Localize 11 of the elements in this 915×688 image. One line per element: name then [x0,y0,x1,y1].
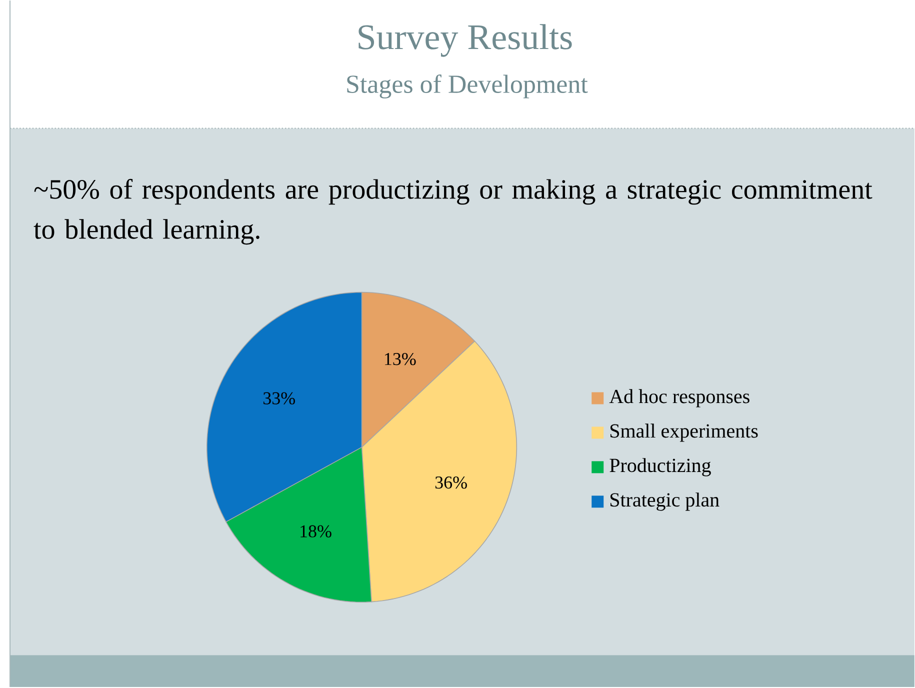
legend-label: Ad hoc responses [609,389,750,408]
data-label: 36% [435,476,467,489]
legend-label: Small experiments [610,424,758,442]
chart-subtitle: Stages of Development [347,74,588,99]
legend-label: Productizing [610,458,711,476]
data-label: 33% [263,392,295,405]
legend-label: Strategic plan [610,492,720,511]
chart-title: Survey Results [358,24,572,58]
data-label: 18% [300,525,332,538]
text: ~50% of respondents are productizing or making a strategic commitment to blended learning. [34,179,872,245]
data-label: 13% [385,353,416,366]
